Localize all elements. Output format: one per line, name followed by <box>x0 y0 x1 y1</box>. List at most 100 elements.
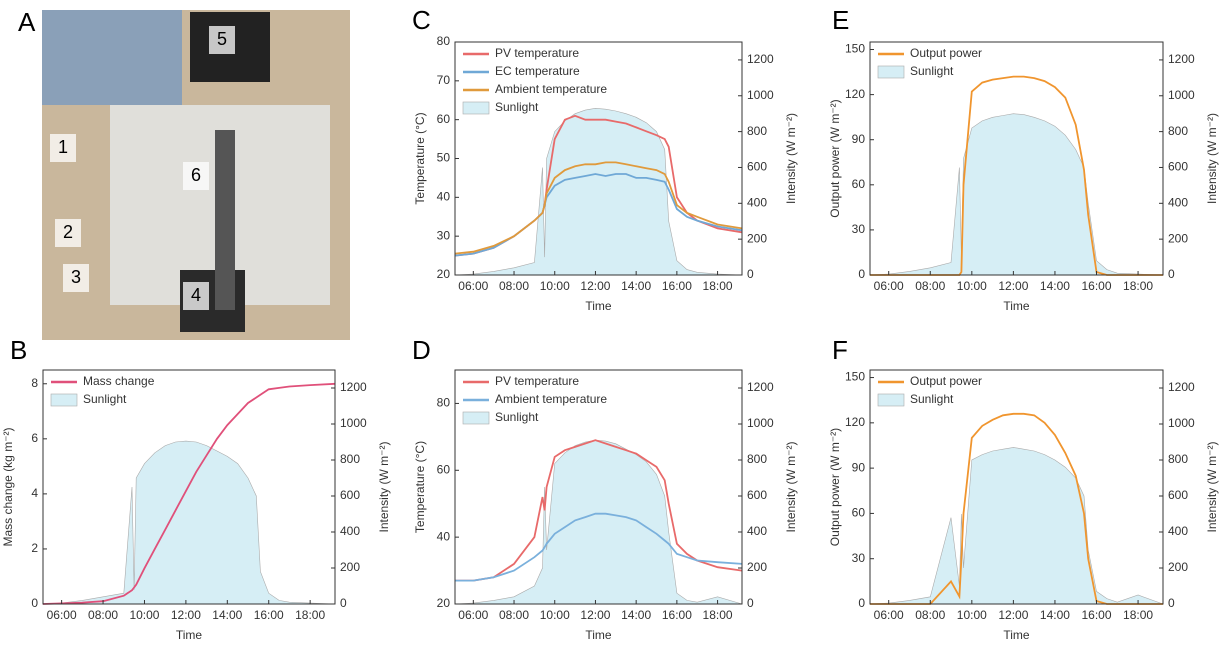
label-box <box>209 26 235 54</box>
y-tick-label: 60 <box>437 112 451 126</box>
x-tick-label: 18:00 <box>1123 279 1153 293</box>
legend-label: Sunlight <box>910 392 954 406</box>
panel-label: F <box>832 335 848 365</box>
photo-label: 4 <box>191 285 201 305</box>
legend-label: Ambient temperature <box>495 392 607 406</box>
x-axis-label: Time <box>176 628 203 642</box>
y2-tick-label: 200 <box>1168 560 1188 574</box>
series-line <box>455 439 743 582</box>
y-axis-label: Temperature (°C) <box>413 441 427 533</box>
legend-label: Sunlight <box>910 64 954 78</box>
y-tick-label: 120 <box>845 415 865 429</box>
y-tick-label: 40 <box>437 529 451 543</box>
panel-label: E <box>832 5 849 35</box>
legend-swatch <box>462 411 490 425</box>
x-tick-label: 16:00 <box>662 608 692 622</box>
y2-tick-label: 600 <box>747 160 767 174</box>
x-tick-label: 08:00 <box>915 279 945 293</box>
legend-swatch <box>50 393 78 407</box>
legend-swatch <box>462 101 490 115</box>
sunlight-area <box>869 447 1164 605</box>
y-tick-label: 0 <box>31 596 38 610</box>
x-tick-label: 18:00 <box>1123 608 1153 622</box>
x-tick-label: 08:00 <box>499 608 529 622</box>
y-tick-label: 70 <box>437 73 451 87</box>
plot-frame <box>869 369 1164 605</box>
series-line <box>42 382 336 605</box>
x-tick-label: 06:00 <box>47 608 77 622</box>
y2-tick-label: 400 <box>1168 195 1188 209</box>
legend-label: Sunlight <box>495 410 539 424</box>
x-axis-label: Time <box>585 628 612 642</box>
x-tick-label: 12:00 <box>580 608 610 622</box>
y2-tick-label: 400 <box>747 524 767 538</box>
x-tick-label: 08:00 <box>915 608 945 622</box>
x-tick-label: 06:00 <box>458 608 488 622</box>
y2-axis-label: Intensity (W m⁻²) <box>1205 441 1219 532</box>
y2-axis-label: Intensity (W m⁻²) <box>784 441 798 532</box>
x-tick-label: 12:00 <box>171 608 201 622</box>
x-tick-label: 10:00 <box>957 608 987 622</box>
y-tick-label: 40 <box>437 190 451 204</box>
y-tick-label: 20 <box>437 267 451 281</box>
x-tick-label: 14:00 <box>212 608 242 622</box>
y-tick-label: 4 <box>31 486 38 500</box>
y2-tick-label: 200 <box>1168 231 1188 245</box>
y2-tick-label: 200 <box>747 231 767 245</box>
panel-label: A <box>18 7 36 37</box>
x-tick-label: 10:00 <box>540 279 570 293</box>
y2-tick-label: 1200 <box>747 52 774 66</box>
sunlight-area <box>454 439 743 605</box>
y2-tick-label: 1000 <box>340 416 367 430</box>
y2-tick-label: 400 <box>747 195 767 209</box>
y2-tick-label: 0 <box>747 596 754 610</box>
legend-label: PV temperature <box>495 46 579 60</box>
label-box <box>50 134 76 162</box>
y2-tick-label: 1000 <box>747 88 774 102</box>
x-tick-label: 10:00 <box>540 608 570 622</box>
legend-label: Sunlight <box>495 100 539 114</box>
y-axis-label: Output power (W m⁻²) <box>828 99 842 217</box>
photo-label: 1 <box>58 137 68 157</box>
x-tick-label: 10:00 <box>957 279 987 293</box>
y-axis-label: Mass change (kg m⁻²) <box>1 427 15 546</box>
y-tick-label: 30 <box>437 228 451 242</box>
legend-label: PV temperature <box>495 374 579 388</box>
y2-tick-label: 800 <box>340 452 360 466</box>
x-tick-label: 14:00 <box>1040 608 1070 622</box>
label-box <box>55 219 81 247</box>
photo-label: 3 <box>71 267 81 287</box>
plot-frame <box>869 41 1164 276</box>
legend-label: Output power <box>910 46 982 60</box>
x-tick-label: 18:00 <box>703 279 733 293</box>
y-tick-label: 80 <box>437 34 451 48</box>
photo-label: 6 <box>191 165 201 185</box>
panel-label: B <box>10 335 27 365</box>
y2-tick-label: 600 <box>1168 488 1188 502</box>
y2-tick-label: 800 <box>1168 124 1188 138</box>
legend-label: Output power <box>910 374 982 388</box>
photo-label: 2 <box>63 222 73 242</box>
y-tick-label: 0 <box>858 267 865 281</box>
x-tick-label: 16:00 <box>662 279 692 293</box>
legend-label: EC temperature <box>495 64 580 78</box>
y-tick-label: 60 <box>437 462 451 476</box>
y-tick-label: 60 <box>852 177 866 191</box>
x-tick-label: 16:00 <box>1081 608 1111 622</box>
y2-tick-label: 1000 <box>1168 88 1195 102</box>
panel-label: D <box>412 335 431 365</box>
x-tick-label: 12:00 <box>998 279 1028 293</box>
sunlight-area <box>869 113 1164 276</box>
y2-axis-label: Intensity (W m⁻²) <box>377 441 391 532</box>
label-box <box>183 282 209 310</box>
plot-frame <box>42 369 336 605</box>
y-tick-label: 90 <box>852 460 866 474</box>
y-tick-label: 90 <box>852 132 866 146</box>
y-tick-label: 6 <box>31 431 38 445</box>
y2-tick-label: 200 <box>340 560 360 574</box>
panel-label: C <box>412 5 431 35</box>
legend-label: Mass change <box>83 374 155 388</box>
y2-tick-label: 400 <box>1168 524 1188 538</box>
y2-tick-label: 800 <box>747 452 767 466</box>
